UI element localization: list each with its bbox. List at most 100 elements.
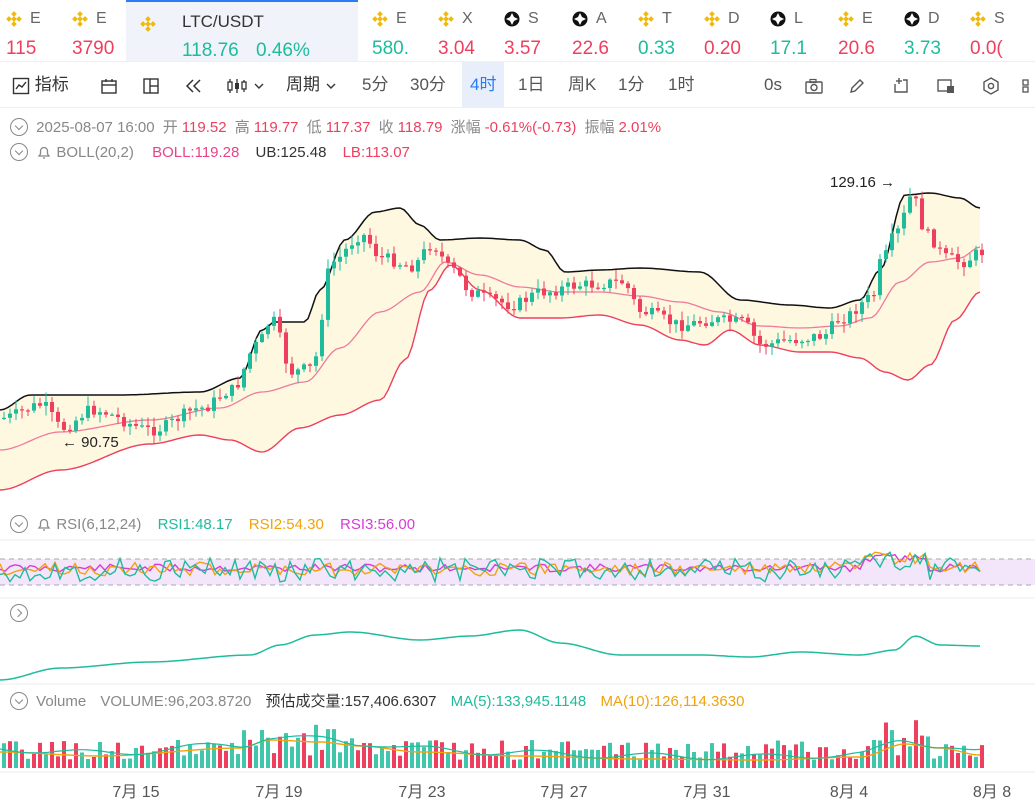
screenshot-button[interactable] <box>804 62 824 108</box>
volume-ma5: MA(5):133,945.1148 <box>450 693 587 710</box>
candle-body <box>404 265 408 267</box>
bell-icon[interactable] <box>36 144 52 160</box>
volume-bar <box>854 758 858 768</box>
candle-body <box>980 249 984 256</box>
ticker-12[interactable]: S 0.0( <box>970 0 1030 61</box>
candle-body <box>578 286 582 289</box>
ohlc-row: 2025-08-07 16:00 开 119.52 高 119.77 低 117.37… <box>10 116 665 137</box>
candle-body <box>944 248 948 254</box>
ticker-1[interactable]: E 3790 <box>72 0 132 61</box>
period-30m[interactable]: 30分 <box>410 75 446 94</box>
candle-body <box>374 243 378 257</box>
volume-bar <box>410 742 414 768</box>
candle-body <box>338 256 342 262</box>
candlestick-icon <box>227 78 247 93</box>
period-1d[interactable]: 1日 <box>518 75 545 94</box>
volume-bar <box>644 742 648 768</box>
volume-bar <box>884 722 888 768</box>
volume-bar <box>464 750 468 768</box>
collapse-toggle-icon[interactable] <box>10 515 28 533</box>
candle-body <box>494 294 498 299</box>
candle-body <box>218 397 222 399</box>
ticker-3[interactable]: E 580. <box>372 0 432 61</box>
ticker-10[interactable]: E 20.6 <box>838 0 898 61</box>
period-1h[interactable]: 1时 <box>668 75 695 94</box>
collapse-toggle-icon[interactable] <box>10 118 28 136</box>
volume-bar <box>134 748 138 768</box>
ticker-0[interactable]: E 115 <box>6 0 66 61</box>
ticker-7[interactable]: T 0.33 <box>638 0 698 61</box>
boll-legend: BOLL(20,2) BOLL:119.28 UB:125.48 LB:113.… <box>10 143 414 161</box>
candle-body <box>878 259 882 296</box>
ticker-8[interactable]: D 0.20 <box>704 0 764 61</box>
volume-bar <box>422 747 426 768</box>
template-button[interactable] <box>936 62 956 108</box>
replay-button[interactable] <box>184 62 204 108</box>
settings-button[interactable] <box>982 62 1000 108</box>
volume-bar <box>968 755 972 768</box>
gate-icon <box>904 11 920 27</box>
calendar-button[interactable] <box>100 62 118 108</box>
volume-bar <box>362 743 366 768</box>
bell-icon[interactable] <box>36 516 52 532</box>
indicator-icon <box>12 77 30 94</box>
ticker-4[interactable]: X 3.04 <box>438 0 498 61</box>
more-button[interactable] <box>1022 62 1035 108</box>
candle-body <box>410 265 414 272</box>
candle-body <box>296 369 300 375</box>
chevron-down-icon <box>254 83 264 89</box>
chart-type-button[interactable] <box>226 62 265 108</box>
volume-bar <box>68 759 72 768</box>
candle-body <box>32 403 36 411</box>
ticker-6[interactable]: A 22.6 <box>572 0 632 61</box>
candle-body <box>278 316 282 333</box>
volume-bar <box>518 759 522 768</box>
candle-body <box>524 297 528 302</box>
period-dropdown[interactable]: 周期 <box>286 62 337 108</box>
rsi3-value: RSI3:56.00 <box>340 516 416 533</box>
ticker-2[interactable]: LTC/USDT 118.76 0.46% <box>126 0 358 61</box>
draw-button[interactable] <box>848 62 866 108</box>
candle-body <box>290 363 294 375</box>
candle-body <box>206 407 210 411</box>
period-4h[interactable]: 4时 <box>462 62 505 108</box>
collapse-toggle-icon[interactable] <box>10 692 28 710</box>
candle-body <box>122 417 126 427</box>
binance-icon <box>838 11 854 27</box>
volume-bar <box>392 745 396 768</box>
period-1m[interactable]: 1分 <box>618 75 645 94</box>
volume-bar <box>2 743 6 768</box>
period-1w[interactable]: 周K <box>568 75 597 94</box>
candle-body <box>686 325 690 331</box>
volume-bar <box>812 759 816 768</box>
candle-body <box>236 385 240 388</box>
volume-bar <box>230 742 234 768</box>
indicator-button[interactable]: 指标 <box>12 62 69 108</box>
collapse-toggle-icon[interactable] <box>10 143 28 161</box>
volume-bar <box>932 758 936 768</box>
camera-icon <box>805 78 823 94</box>
candle-body <box>632 288 636 300</box>
volume-bar <box>320 749 324 768</box>
volume-bar <box>308 755 312 768</box>
candle-body <box>476 290 480 297</box>
candle-body <box>758 335 762 344</box>
candle-body <box>20 409 24 411</box>
candle-body <box>14 409 18 414</box>
expand-toggle-icon[interactable] <box>10 604 28 622</box>
candle-body <box>746 317 750 323</box>
ticker-11[interactable]: D 3.73 <box>904 0 964 61</box>
amp-value: 2.01% <box>618 119 662 136</box>
volume-bar <box>80 752 84 768</box>
candle-body <box>848 311 852 324</box>
add-indicator-button[interactable] <box>892 62 910 108</box>
volume-bar <box>584 749 588 768</box>
ticker-9[interactable]: L 17.1 <box>770 0 830 61</box>
candle-body <box>140 425 144 427</box>
ticker-5[interactable]: S 3.57 <box>504 0 564 61</box>
volume-bar <box>782 745 786 768</box>
layout-button[interactable] <box>142 62 160 108</box>
period-5m[interactable]: 5分 <box>362 75 389 94</box>
grid-icon <box>1022 78 1029 93</box>
